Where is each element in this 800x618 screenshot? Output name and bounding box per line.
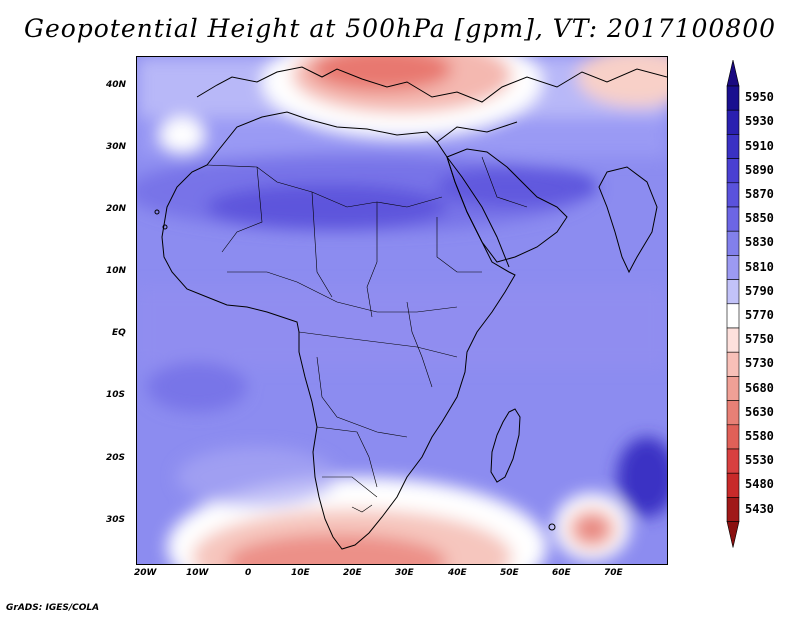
lat-label-30s: 30S [106,515,126,525]
colorbar-box [726,182,740,208]
colorbar-box [726,109,740,135]
colorbar-box [726,303,740,329]
country-borders [206,156,528,513]
colorbar-box [726,351,740,377]
colorbar-label: 5730 [745,356,774,371]
lat-label-30n: 30N [106,142,127,152]
lon-label-50e: 50E [500,568,519,578]
colorbar-box [726,472,740,498]
colorbar-label: 5770 [745,307,774,322]
geopotential-map [137,57,667,564]
colorbar-label: 5950 [745,90,774,105]
lat-label-eq: EQ [112,328,126,338]
colorbar-box [726,327,740,353]
colorbar-top-arrow [726,60,740,87]
colorbar-label: 5910 [745,138,774,153]
lat-label-10s: 10S [106,390,126,400]
colorbar-label: 5890 [745,162,774,177]
colorbar-label: 5580 [745,428,774,443]
lon-label-60e: 60E [552,568,571,578]
map-panel [136,56,668,565]
colorbar-label: 5790 [745,283,774,298]
colorbar-label: 5870 [745,186,774,201]
colorbar-label: 5480 [745,477,774,492]
lon-label-10e: 10E [291,568,310,578]
lon-label-0: 0 [245,568,252,578]
lat-label-10n: 10N [106,266,127,276]
lon-label-20e: 20E [343,568,362,578]
colorbar-label: 5850 [745,211,774,226]
colorbar-label: 5430 [745,501,774,516]
colorbar-label: 5830 [745,235,774,250]
colorbar-box [726,424,740,450]
lat-label-40n: 40N [106,80,127,90]
lon-label-70e: 70E [604,568,623,578]
lon-label-40e: 40E [448,568,467,578]
lon-label-20w: 20W [134,568,157,578]
colorbar-box [726,85,740,111]
lat-label-20n: 20N [106,204,127,214]
lon-label-30e: 30E [395,568,414,578]
colorbar-label: 5530 [745,453,774,468]
colorbar-bottom-arrow [726,521,740,548]
colorbar-box [726,448,740,474]
lon-label-10w: 10W [186,568,209,578]
colorbar-label: 5810 [745,259,774,274]
colorbar-box [726,206,740,232]
height-field [137,57,667,564]
lat-label-20s: 20S [106,453,126,463]
colorbar-box [726,134,740,159]
colorbar-box [726,376,740,401]
colorbar-label: 5680 [745,380,774,395]
colorbar-box [726,255,740,280]
colorbar-box [726,400,740,426]
colorbar-label: 5630 [745,404,774,419]
colorbar-box [726,497,740,522]
colorbar-label: 5930 [745,114,774,129]
colorbar-box [726,279,740,305]
colorbar-label: 5750 [745,332,774,347]
footer-credit: GrADS: IGES/COLA [6,603,100,613]
coastlines [154,66,667,550]
colorbar [726,60,740,548]
map-title: Geopotential Height at 500hPa [gpm], VT:… [23,14,777,43]
colorbar-box [726,230,740,256]
colorbar-box [726,158,740,184]
